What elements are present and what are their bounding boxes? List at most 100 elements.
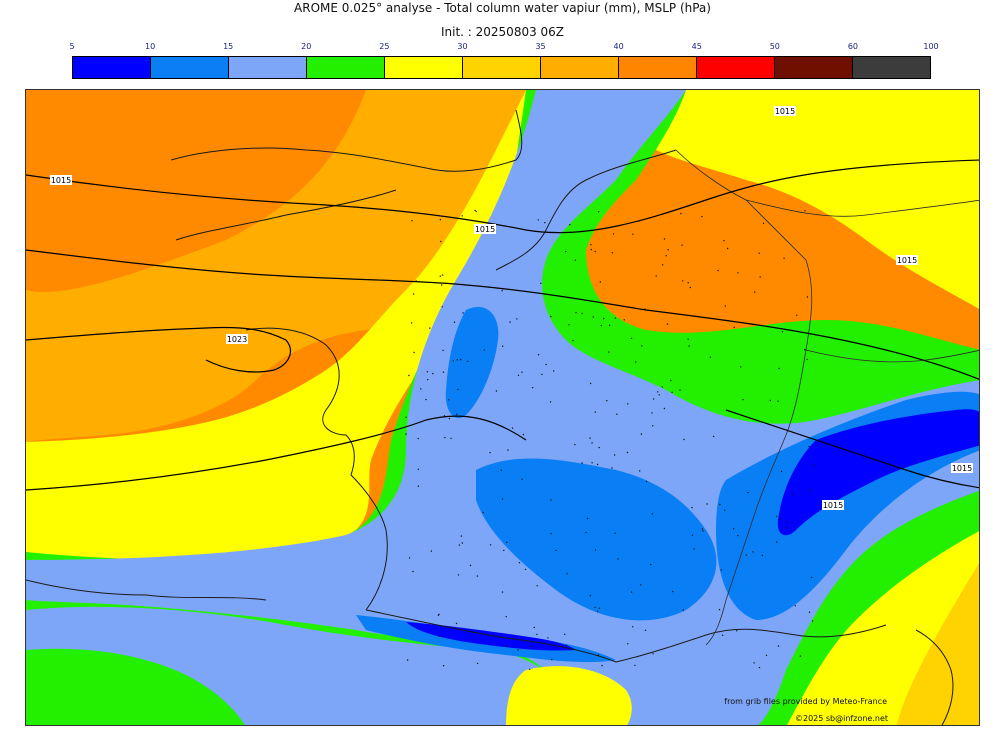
terrain-dot	[644, 308, 646, 310]
terrain-dot	[598, 446, 600, 449]
terrain-dot	[420, 388, 422, 390]
terrain-dot	[701, 216, 703, 218]
isobar-label-text: 1015	[775, 107, 795, 116]
colorbar-tick-label: 5	[69, 42, 75, 51]
terrain-dot	[608, 324, 611, 326]
terrain-dot	[612, 233, 615, 235]
terrain-dot	[506, 645, 508, 648]
colorbar-ticks: 5 10 15 20 25 30 35 40 45 50 60 100	[69, 42, 938, 54]
terrain-dot	[769, 399, 771, 402]
colorbar-tick-label: 60	[847, 42, 858, 51]
terrain-dot	[521, 478, 523, 480]
terrain-dot	[461, 542, 463, 544]
isobar-label: 1015	[822, 500, 844, 510]
terrain-dot	[712, 435, 715, 438]
terrain-dot	[650, 563, 652, 566]
terrain-dot	[442, 371, 445, 373]
terrain-dot	[737, 272, 739, 274]
terrain-dot	[611, 252, 614, 254]
terrain-dot	[687, 338, 689, 340]
terrain-dot	[617, 558, 619, 560]
field-green-south	[26, 648, 245, 725]
terrain-dot	[476, 662, 479, 665]
terrain-dot	[777, 400, 779, 402]
terrain-dot	[663, 238, 666, 240]
terrain-dot	[489, 544, 492, 546]
colorbar-tick-label: 45	[691, 42, 702, 51]
field-orange	[26, 90, 546, 442]
terrain-dots	[405, 209, 816, 670]
colorbar-segment	[463, 57, 541, 78]
terrain-dot	[569, 224, 571, 226]
field-yellow-south-center	[506, 666, 632, 725]
isobar-label-box	[951, 463, 973, 473]
terrain-dot	[663, 407, 666, 410]
isobar-label-box	[226, 334, 248, 344]
terrain-dot	[723, 240, 725, 242]
weather-map[interactable]: 1015 1015 1015 1023 1015 1015 1015	[25, 89, 980, 726]
field-orange-southeast	[896, 563, 979, 725]
terrain-dot	[614, 317, 617, 319]
terrain-dot	[733, 326, 735, 329]
terrain-dot	[661, 264, 664, 266]
field-blue-west	[445, 306, 499, 419]
terrain-dot	[555, 549, 557, 552]
terrain-dot	[737, 534, 739, 537]
colorbar-segment	[385, 57, 463, 78]
field-yellow	[26, 90, 546, 560]
terrain-dot	[689, 286, 691, 289]
terrain-dot	[408, 557, 411, 559]
terrain-dot	[410, 322, 413, 324]
terrain-dot	[476, 575, 479, 577]
isobar-label-box	[774, 106, 796, 116]
terrain-dot	[475, 210, 477, 213]
terrain-dot	[444, 436, 446, 439]
terrain-dot	[437, 614, 440, 616]
coastlines	[26, 109, 954, 725]
terrain-dot	[691, 506, 693, 509]
terrain-dot	[720, 569, 722, 571]
terrain-dot	[639, 470, 641, 472]
terrain-dot	[632, 626, 634, 628]
terrain-dot	[596, 463, 599, 466]
terrain-dot	[506, 541, 508, 543]
field-yellow-northeast	[656, 90, 979, 309]
isobar-label-text: 1015	[823, 501, 843, 510]
terrain-dot	[531, 387, 534, 389]
terrain-dot	[623, 319, 625, 321]
terrain-dot	[589, 437, 591, 439]
terrain-dot	[781, 331, 784, 333]
terrain-dot	[718, 608, 721, 611]
terrain-dot	[462, 312, 464, 314]
terrain-dot	[467, 360, 469, 363]
colorbar-segment	[73, 57, 151, 78]
terrain-dot	[517, 374, 520, 376]
terrain-dot	[658, 394, 660, 396]
colorbar-segment	[853, 57, 930, 78]
terrain-dot	[702, 530, 704, 532]
terrain-dot	[762, 222, 765, 224]
terrain-dot	[613, 454, 616, 456]
colorbar-segment	[541, 57, 619, 78]
terrain-dot	[780, 470, 783, 473]
terrain-dot	[568, 324, 570, 326]
isobar-label-text: 1015	[897, 256, 917, 265]
terrain-dot	[776, 515, 778, 517]
terrain-dot	[598, 607, 601, 609]
terrain-dot	[411, 220, 413, 222]
terrain-dot	[516, 318, 518, 320]
colorbar-segment	[697, 57, 775, 78]
terrain-dot	[687, 282, 689, 284]
terrain-dot	[591, 442, 593, 444]
terrain-dot	[608, 351, 610, 353]
terrain-dot	[600, 324, 602, 327]
terrain-dot	[752, 551, 754, 553]
terrain-dot	[426, 371, 429, 373]
terrain-dot	[594, 411, 596, 413]
terrain-dot	[591, 462, 593, 464]
terrain-dot	[594, 549, 597, 551]
terrain-dot	[537, 219, 539, 221]
terrain-dot	[564, 633, 566, 635]
terrain-dot	[665, 255, 667, 257]
terrain-dot	[495, 390, 498, 392]
